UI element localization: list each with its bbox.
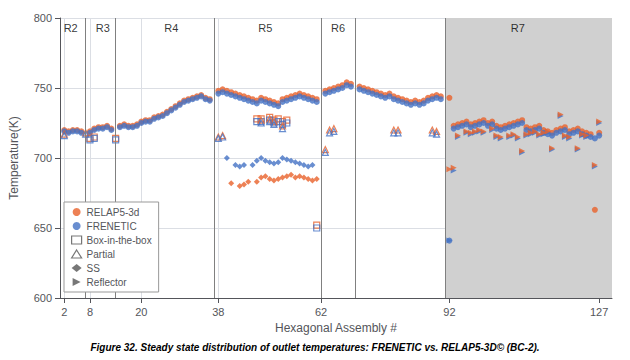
svg-text:R3: R3 <box>96 22 110 34</box>
svg-text:800: 800 <box>34 12 52 24</box>
svg-text:Box-in-the-box: Box-in-the-box <box>87 235 152 246</box>
svg-text:R2: R2 <box>64 22 78 34</box>
svg-text:Reflector: Reflector <box>87 277 128 288</box>
svg-text:Temperature(K): Temperature(K) <box>7 116 21 199</box>
svg-text:Partial: Partial <box>87 249 115 260</box>
svg-text:600: 600 <box>34 292 52 304</box>
svg-text:127: 127 <box>590 306 608 318</box>
svg-text:650: 650 <box>34 222 52 234</box>
svg-text:2: 2 <box>61 306 67 318</box>
svg-text:750: 750 <box>34 82 52 94</box>
svg-text:RELAP5-3d: RELAP5-3d <box>87 207 140 218</box>
svg-text:38: 38 <box>212 306 224 318</box>
svg-text:Figure 32. Steady state distri: Figure 32. Steady state distribution of … <box>90 342 539 353</box>
svg-text:8: 8 <box>87 306 93 318</box>
svg-text:700: 700 <box>34 152 52 164</box>
svg-text:FRENETIC: FRENETIC <box>87 221 137 232</box>
svg-text:R7: R7 <box>511 22 525 34</box>
svg-text:92: 92 <box>443 306 455 318</box>
svg-text:R4: R4 <box>164 22 178 34</box>
svg-text:62: 62 <box>315 306 327 318</box>
svg-text:R6: R6 <box>331 22 345 34</box>
svg-text:20: 20 <box>135 306 147 318</box>
svg-text:Hexagonal Assembly #: Hexagonal Assembly # <box>275 321 397 335</box>
svg-text:R5: R5 <box>258 22 272 34</box>
svg-text:SS: SS <box>87 263 101 274</box>
